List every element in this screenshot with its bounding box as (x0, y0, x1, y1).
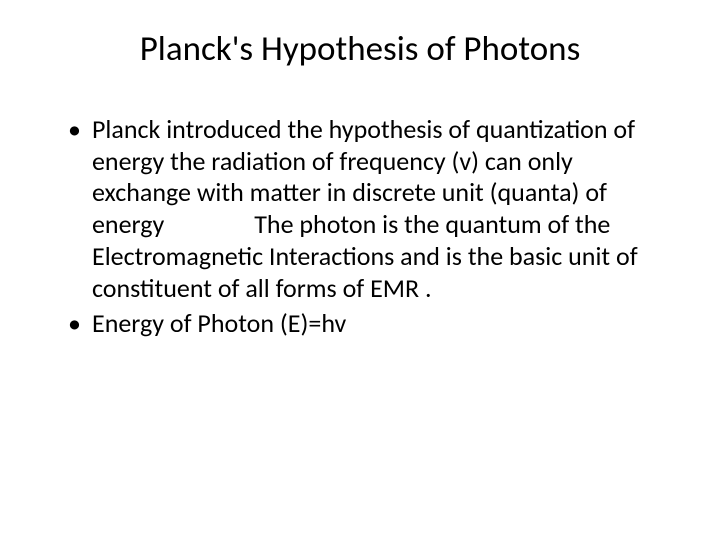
bullet-item-2: Energy of Photon (E)=hv (92, 308, 660, 340)
slide-title: Planck's Hypothesis of Photons (60, 28, 660, 70)
bullet-list: Planck introduced the hypothesis of quan… (60, 114, 660, 340)
bullet-item-1: Planck introduced the hypothesis of quan… (92, 114, 660, 304)
bullet-text-1b: The photon is the quantum of the Electro… (92, 208, 638, 303)
bullet-text-2: Energy of Photon (E)=hv (92, 307, 346, 339)
slide-container: Planck's Hypothesis of Photons Planck in… (0, 0, 720, 540)
